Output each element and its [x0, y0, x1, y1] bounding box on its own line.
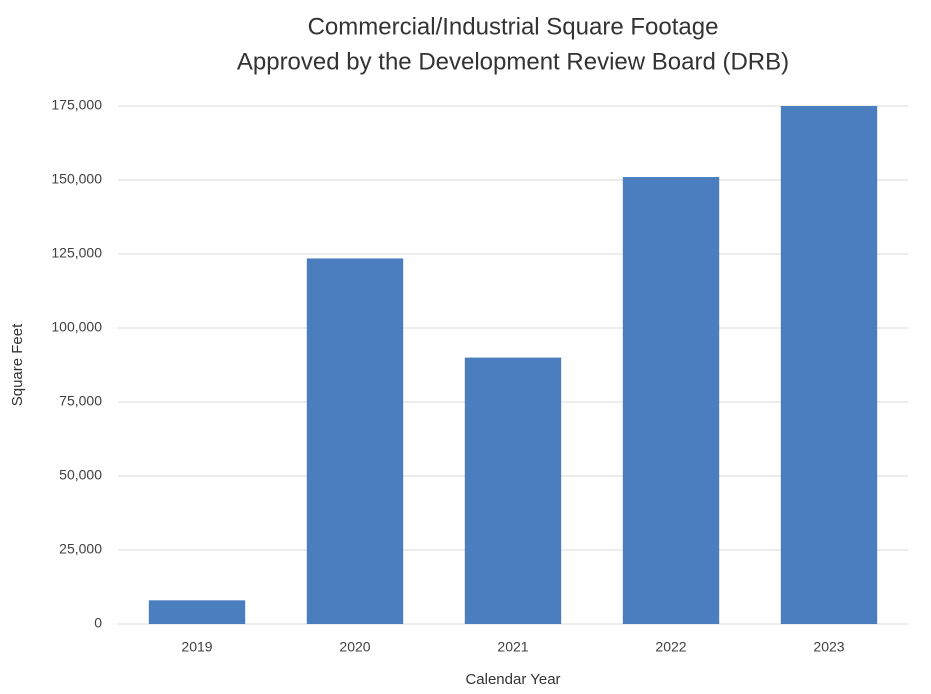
y-tick-label: 0	[94, 615, 102, 631]
y-tick-label: 175,000	[51, 97, 102, 113]
x-tick-label: 2022	[655, 639, 686, 655]
x-tick-label: 2023	[813, 639, 844, 655]
y-tick-label: 125,000	[51, 245, 102, 261]
bar	[306, 258, 404, 624]
x-tick-label: 2020	[339, 639, 370, 655]
bar	[148, 600, 246, 624]
x-tick-label: 2021	[497, 639, 528, 655]
y-tick-label: 25,000	[59, 541, 102, 557]
y-tick-label: 100,000	[51, 319, 102, 335]
bar	[780, 106, 878, 624]
bar	[622, 177, 720, 625]
y-tick-label: 75,000	[59, 393, 102, 409]
x-axis-title: Calendar Year	[465, 671, 560, 688]
y-tick-label: 50,000	[59, 467, 102, 483]
y-axis-title: Square Feet	[9, 323, 26, 406]
bar	[464, 357, 562, 624]
chart-title: Approved by the Development Review Board…	[237, 48, 789, 75]
chart-title: Commercial/Industrial Square Footage	[308, 13, 719, 40]
y-tick-label: 150,000	[51, 171, 102, 187]
x-tick-label: 2019	[181, 639, 212, 655]
